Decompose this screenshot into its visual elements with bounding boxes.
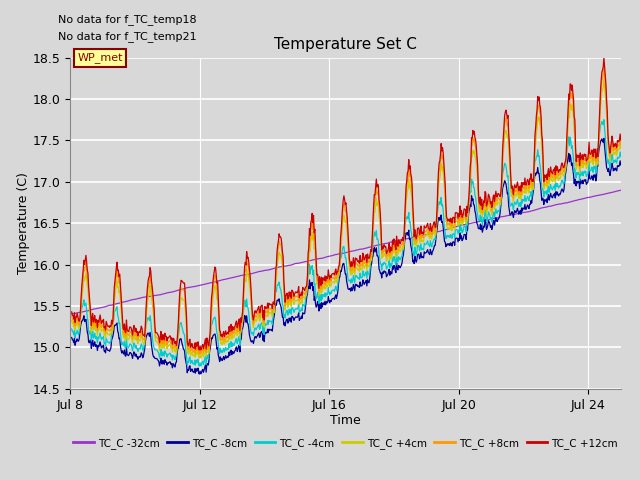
TC_C -32cm: [487, 216, 495, 222]
TC_C +4cm: [399, 243, 406, 249]
TC_C -32cm: [178, 286, 186, 292]
TC_C -4cm: [67, 326, 74, 332]
TC_C +12cm: [141, 334, 148, 339]
TC_C +8cm: [488, 208, 495, 214]
TC_C +8cm: [141, 337, 148, 343]
TC_C +4cm: [197, 355, 205, 361]
TC_C +4cm: [488, 212, 495, 217]
TC_C +12cm: [617, 137, 625, 143]
TC_C -4cm: [617, 154, 625, 159]
Line: TC_C +8cm: TC_C +8cm: [70, 67, 621, 354]
TC_C +8cm: [178, 286, 186, 291]
TC_C -4cm: [129, 343, 137, 349]
TC_C +8cm: [600, 64, 608, 70]
TC_C +4cm: [141, 342, 148, 348]
Line: TC_C -4cm: TC_C -4cm: [70, 120, 621, 366]
TC_C -8cm: [488, 227, 495, 232]
TC_C -4cm: [178, 324, 186, 329]
TC_C -4cm: [399, 249, 406, 254]
TC_C -32cm: [617, 187, 625, 193]
TC_C +12cm: [488, 204, 495, 210]
TC_C +8cm: [617, 141, 625, 147]
TC_C +4cm: [352, 265, 360, 271]
Line: TC_C -8cm: TC_C -8cm: [70, 138, 621, 374]
TC_C +12cm: [197, 347, 205, 353]
TC_C +8cm: [197, 351, 205, 357]
TC_C +4cm: [178, 296, 186, 302]
TC_C +4cm: [600, 76, 608, 82]
Text: No data for f_TC_temp18: No data for f_TC_temp18: [58, 14, 196, 25]
TC_C +8cm: [129, 331, 137, 336]
TC_C -8cm: [141, 346, 148, 352]
TC_C -4cm: [196, 363, 204, 369]
TC_C -8cm: [399, 255, 406, 261]
Y-axis label: Temperature (C): Temperature (C): [17, 172, 30, 274]
TC_C -8cm: [178, 340, 186, 346]
Title: Temperature Set C: Temperature Set C: [274, 37, 417, 52]
TC_C +12cm: [178, 278, 186, 284]
TC_C +4cm: [617, 145, 625, 151]
TC_C -8cm: [67, 335, 74, 340]
Legend: TC_C -32cm, TC_C -8cm, TC_C -4cm, TC_C +4cm, TC_C +8cm, TC_C +12cm: TC_C -32cm, TC_C -8cm, TC_C -4cm, TC_C +…: [69, 434, 622, 453]
TC_C +4cm: [67, 317, 74, 323]
TC_C -8cm: [617, 162, 625, 168]
TC_C -4cm: [488, 219, 495, 225]
TC_C +8cm: [67, 313, 74, 319]
TC_C -4cm: [352, 274, 360, 279]
TC_C -32cm: [351, 248, 359, 253]
TC_C +8cm: [352, 261, 360, 266]
Text: No data for f_TC_temp21: No data for f_TC_temp21: [58, 31, 196, 42]
TC_C -8cm: [196, 371, 204, 377]
X-axis label: Time: Time: [330, 414, 361, 427]
TC_C -32cm: [141, 294, 148, 300]
TC_C -32cm: [398, 237, 406, 242]
TC_C -32cm: [129, 297, 137, 302]
TC_C -8cm: [352, 282, 360, 288]
Text: WP_met: WP_met: [77, 52, 123, 63]
TC_C +12cm: [399, 235, 406, 240]
Line: TC_C +12cm: TC_C +12cm: [70, 58, 621, 350]
TC_C +12cm: [67, 309, 74, 315]
TC_C +12cm: [352, 256, 360, 262]
TC_C +12cm: [129, 326, 137, 332]
TC_C +12cm: [600, 55, 608, 60]
TC_C -8cm: [600, 135, 608, 141]
Line: TC_C -32cm: TC_C -32cm: [70, 190, 621, 314]
TC_C -32cm: [67, 312, 74, 317]
Line: TC_C +4cm: TC_C +4cm: [70, 79, 621, 358]
TC_C +4cm: [129, 335, 137, 341]
TC_C +8cm: [399, 239, 406, 245]
TC_C -8cm: [129, 352, 137, 358]
TC_C -4cm: [600, 117, 608, 122]
TC_C -4cm: [141, 338, 148, 344]
